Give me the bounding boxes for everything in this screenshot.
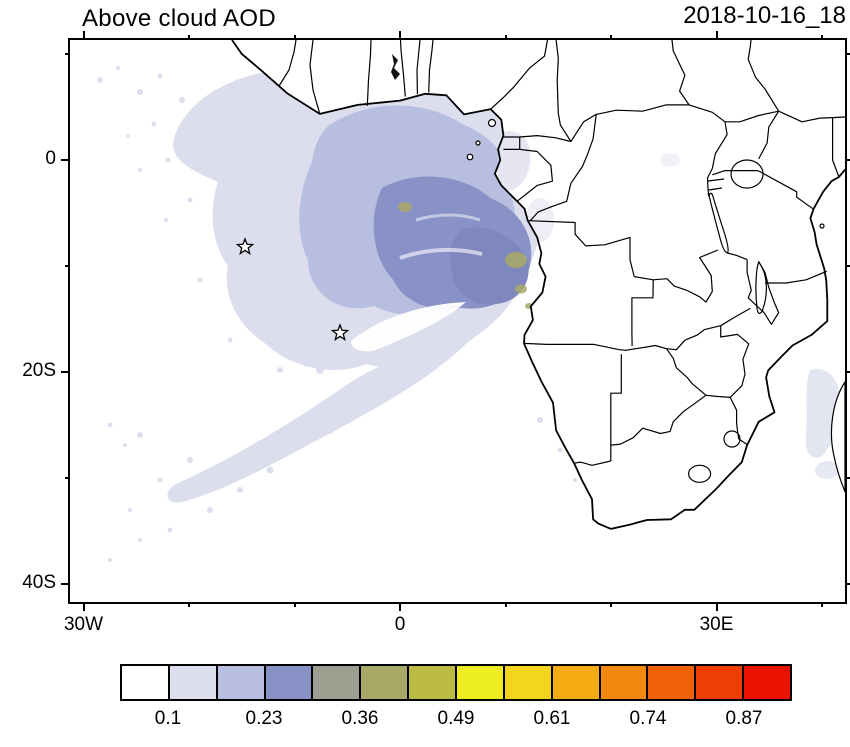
colorbar-label: 0.49	[437, 708, 475, 729]
lake-victoria	[730, 159, 764, 189]
map-canvas	[97, 40, 845, 562]
colorbar-label: 0.87	[725, 708, 763, 729]
aod-peak-patches	[398, 202, 533, 309]
colorbar-label: 0.1	[154, 708, 182, 729]
sao-tome-island	[466, 153, 474, 161]
aod-field	[97, 59, 841, 562]
colorbar-cell-1	[167, 664, 218, 701]
y-axis-tick-label: 0	[45, 148, 56, 169]
colorbar-cell-2	[215, 664, 266, 701]
x-axis-tick-label: 30W	[63, 614, 104, 635]
country-borders	[278, 40, 845, 483]
colorbar-cell-8	[502, 664, 553, 701]
colorbar-cell-0	[120, 664, 170, 701]
colorbar-cell-13	[742, 664, 793, 701]
colorbar-cell-6	[407, 664, 458, 701]
colorbar-label: 0.74	[629, 708, 667, 729]
colorbar	[120, 664, 793, 701]
plot-title: Above cloud AOD	[82, 5, 276, 32]
colorbar-cell-10	[598, 664, 649, 701]
zanzibar-island	[819, 223, 825, 229]
eswatini-border	[723, 430, 741, 448]
colorbar-label: 0.61	[533, 708, 571, 729]
lakes	[391, 54, 767, 314]
lake-tanganyika	[708, 192, 729, 254]
islands	[466, 118, 845, 493]
x-axis-tick-label: 0	[394, 614, 406, 635]
y-axis-tick-label: 40S	[22, 572, 56, 593]
plot-date: 2018-10-16_18	[683, 2, 846, 29]
colorbar-cell-9	[550, 664, 601, 701]
coastline	[231, 40, 845, 530]
principe-island	[475, 140, 481, 146]
colorbar-cell-4	[311, 664, 362, 701]
colorbar-cell-5	[359, 664, 410, 701]
lesotho-border	[687, 464, 712, 483]
land-mask	[232, 40, 845, 529]
bioko-island	[487, 118, 497, 128]
colorbar-cell-7	[455, 664, 505, 701]
y-axis-tick-label: 20S	[22, 360, 56, 381]
lake-volta	[391, 54, 400, 80]
plot-frame	[68, 38, 847, 604]
colorbar-label: 0.23	[245, 708, 283, 729]
colorbar-labels: 0.1 0.23 0.36 0.49 0.61 0.74 0.87	[120, 708, 792, 734]
x-axis-tick-label: 30E	[699, 614, 734, 635]
madagascar-west-coast	[830, 380, 845, 493]
colorbar-cell-3	[263, 664, 314, 701]
colorbar-cell-12	[694, 664, 745, 701]
colorbar-label: 0.36	[341, 708, 379, 729]
colorbar-cell-11	[646, 664, 697, 701]
